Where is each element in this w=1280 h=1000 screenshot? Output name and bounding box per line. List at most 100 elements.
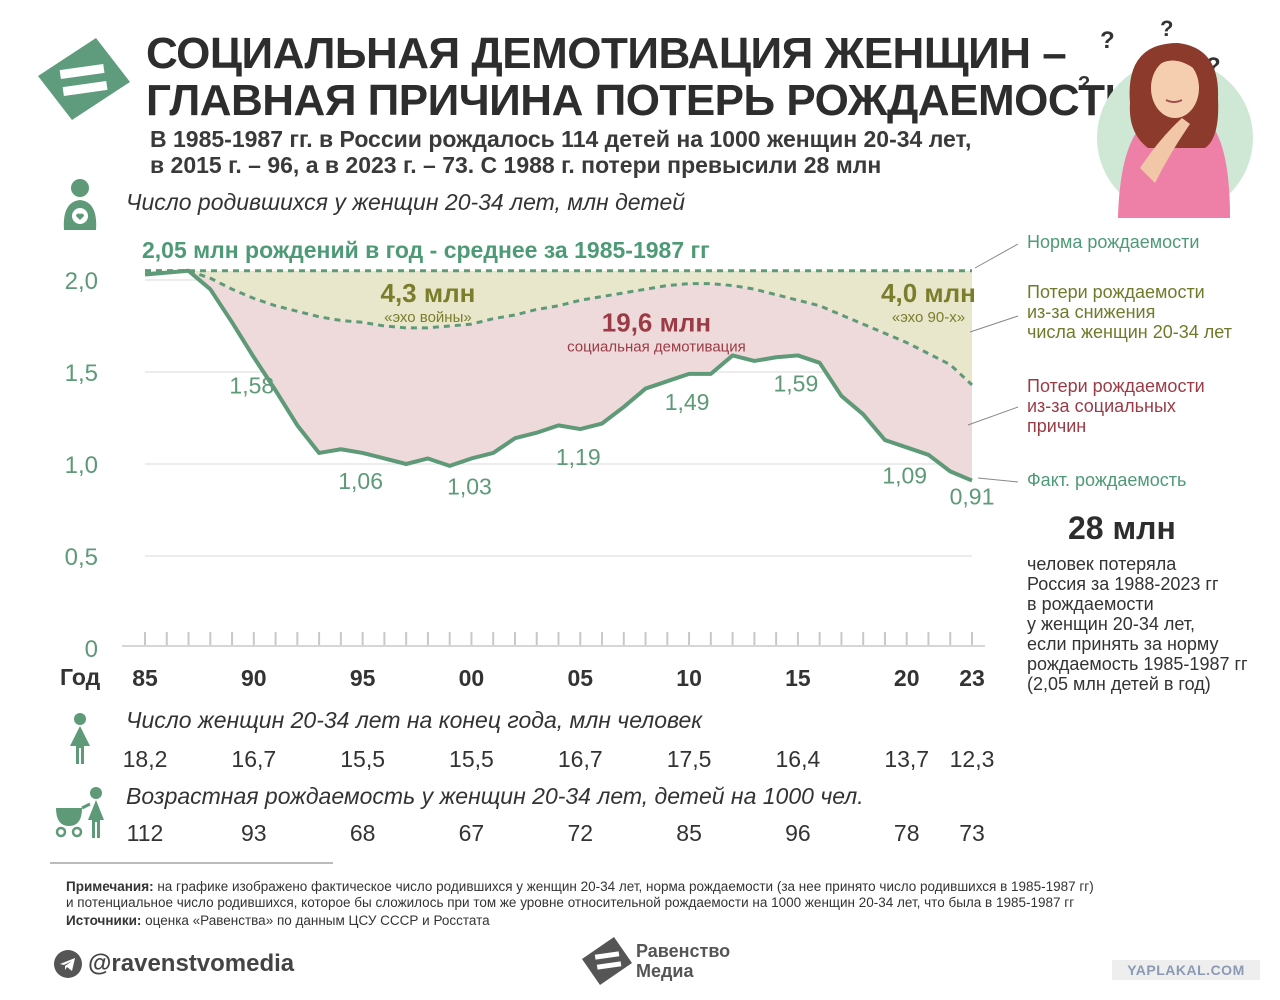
fact-line <box>144 268 973 483</box>
subtitle-line-1: В 1985-1987 гг. в России рождалось 114 д… <box>150 126 972 152</box>
data-label: 1,19 <box>556 444 601 470</box>
sources-title: Источники: <box>66 913 142 928</box>
annotation-sub: «эхо 90-х» <box>892 309 965 326</box>
telegram-icon[interactable] <box>54 950 82 978</box>
social-loss-area <box>145 270 972 481</box>
norm-label: 2,05 млн рождений в год - среднее за 198… <box>142 237 710 263</box>
side-note-line: если принять за норму <box>1027 634 1219 654</box>
legend-fact: Факт. рождаемость <box>1027 470 1187 490</box>
data-label: 1,49 <box>665 389 710 415</box>
legend-women-line-2: из-за снижения <box>1027 302 1156 322</box>
ravenstvo-media-logo-icon <box>582 937 632 985</box>
leader-line <box>969 315 1019 333</box>
baby-icon <box>58 176 102 234</box>
side-note-text: человек потеряла Россия за 1988-2023 гг … <box>1027 554 1277 694</box>
woman-icon <box>66 712 94 764</box>
legend-women-line-1: Потери рождаемости <box>1027 282 1205 302</box>
fertility-row-label: Возрастная рождаемость у женщин 20-34 ле… <box>126 783 864 809</box>
notes-line-2: и потенциальное число родившихся, которо… <box>66 895 1075 910</box>
leader-line <box>974 243 1019 269</box>
divider <box>50 862 333 864</box>
fertility-rate-value: 72 <box>567 820 594 846</box>
fertility-rate-value: 96 <box>785 820 811 846</box>
y-tick-label: 0 <box>85 636 98 663</box>
data-label: 1,03 <box>447 473 492 499</box>
annotation-sub: социальная демотивация <box>567 339 746 356</box>
annotation-value: 19,6 млн <box>602 308 711 338</box>
x-tick-label: 90 <box>241 665 267 691</box>
page-title: СОЦИАЛЬНАЯ ДЕМОТИВАЦИЯ ЖЕНЩИН – ГЛАВНАЯ … <box>146 30 1136 124</box>
data-label: 1,09 <box>882 462 927 488</box>
title-line-1: СОЦИАЛЬНАЯ ДЕМОТИВАЦИЯ ЖЕНЩИН – <box>146 29 1067 78</box>
svg-text:?: ? <box>1100 27 1115 54</box>
side-note-line: (2,05 млн детей в год) <box>1027 674 1211 694</box>
title-line-2: ГЛАВНАЯ ПРИЧИНА ПОТЕРЬ РОЖДАЕМОСТИ <box>146 76 1136 125</box>
potential-line <box>145 269 974 386</box>
notes-title: Примечания: <box>66 879 154 894</box>
brand-line-2: Медиа <box>636 961 694 981</box>
data-label: 1,58 <box>229 372 274 398</box>
subtitle-line-2: в 2015 г. – 96, а в 2023 г. – 73. С 1988… <box>150 152 882 178</box>
annotation-value: 4,3 млн <box>381 278 476 308</box>
women-count-value: 13,7 <box>884 746 930 772</box>
side-note-line: рождаемость 1985-1987 гг <box>1027 654 1248 674</box>
women-row-label: Число женщин 20-34 лет на конец года, мл… <box>126 707 703 733</box>
fertility-rate-value: 78 <box>893 820 920 846</box>
chart-title: Число родившихся у женщин 20-34 лет, млн… <box>126 189 686 215</box>
data-label: 1,59 <box>774 370 819 396</box>
notes-line-1: на графике изображено фактическое число … <box>153 879 1094 894</box>
women-count-value: 16,7 <box>231 746 277 772</box>
y-tick-label: 1,5 <box>65 360 98 387</box>
fertility-rate-value: 73 <box>959 820 985 846</box>
legend-social-loss: Потери рождаемости из-за социальных прич… <box>1027 376 1205 436</box>
notes-block: Примечания: на графике изображено фактич… <box>66 879 1246 929</box>
annotation-value: 4,0 млн <box>881 278 976 308</box>
legend-women-loss: Потери рождаемости из-за снижения числа … <box>1027 282 1232 342</box>
watermark: YAPLAKAL.COM <box>1112 960 1260 980</box>
x-tick-label: 15 <box>785 665 811 691</box>
x-tick-label: 10 <box>676 665 702 691</box>
side-note-line: Россия за 1988-2023 гг <box>1027 574 1219 594</box>
legend-norm: Норма рождаемости <box>1027 232 1200 252</box>
sources-text: оценка «Равенства» по данным ЦСУ СССР и … <box>141 913 490 928</box>
x-tick-label: 23 <box>959 665 985 691</box>
page-subtitle: В 1985-1987 гг. в России рождалось 114 д… <box>150 126 971 178</box>
fertility-rate-value: 93 <box>241 820 267 846</box>
women-loss-area <box>145 270 972 385</box>
telegram-handle[interactable]: @ravenstvomedia <box>88 950 295 977</box>
legend-women-line-3: числа женщин 20-34 лет <box>1027 322 1232 342</box>
thinking-woman-illustration: ? ? ? ? <box>1070 16 1280 218</box>
y-tick-label: 1,0 <box>65 452 98 479</box>
women-count-value: 16,7 <box>557 746 603 772</box>
brand-name: Равенство Медиа <box>636 941 730 981</box>
side-note-total: 28 млн <box>1068 510 1176 546</box>
side-note-line: в рождаемости <box>1027 594 1154 614</box>
women-count-value: 18,2 <box>122 746 168 772</box>
x-tick-label: 95 <box>350 665 376 691</box>
women-count-value: 15,5 <box>449 746 494 772</box>
data-label: 0,91 <box>950 484 995 510</box>
women-count-value: 17,5 <box>666 746 712 772</box>
mother-stroller-icon <box>52 786 108 838</box>
x-tick-label: 85 <box>132 665 158 691</box>
x-axis-label: Год <box>60 664 101 690</box>
leader-line <box>967 406 1019 426</box>
x-tick-label: 20 <box>894 665 920 691</box>
legend-social-line-1: Потери рождаемости <box>1027 376 1205 396</box>
women-count-value: 15,5 <box>340 746 385 772</box>
fertility-rate-value: 112 <box>126 820 164 846</box>
women-count-value: 12,3 <box>949 746 995 772</box>
ravenstvo-logo-icon <box>38 38 130 120</box>
svg-text:?: ? <box>1160 18 1173 41</box>
svg-text:?: ? <box>1078 73 1090 95</box>
legend-social-line-2: из-за социальных <box>1027 396 1176 416</box>
fertility-rate-value: 68 <box>349 820 376 846</box>
side-note-line: у женщин 20-34 лет, <box>1027 614 1196 634</box>
y-tick-label: 2,0 <box>65 268 98 295</box>
x-tick-label: 05 <box>567 665 593 691</box>
fertility-rate-value: 85 <box>676 820 702 846</box>
x-tick-label: 00 <box>459 665 485 691</box>
annotation-sub: «эхо войны» <box>384 309 472 326</box>
women-count-value: 16,4 <box>775 746 821 772</box>
fertility-rate-value: 67 <box>458 820 485 846</box>
